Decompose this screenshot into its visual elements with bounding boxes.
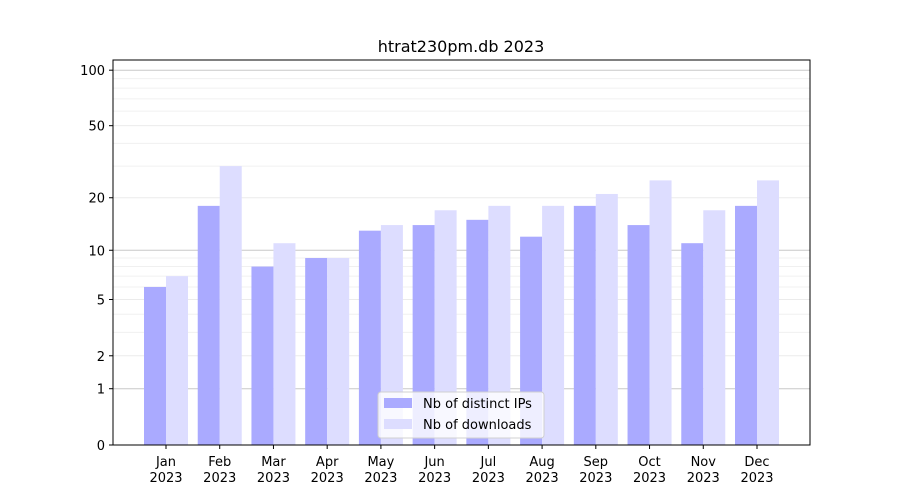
bar-distinct-ips bbox=[305, 258, 328, 445]
bar-downloads bbox=[488, 205, 511, 445]
y-tick-label: 50 bbox=[88, 120, 105, 135]
x-tick-label: Dec 2023 bbox=[740, 455, 773, 486]
bar-downloads bbox=[327, 258, 350, 445]
chart-title: htrat230pm.db 2023 bbox=[378, 37, 545, 56]
bar-downloads bbox=[434, 210, 457, 445]
x-tick-label: May 2023 bbox=[364, 455, 397, 486]
bar-downloads bbox=[757, 180, 779, 446]
bar-downloads bbox=[219, 166, 242, 445]
y-tick-label: 1 bbox=[97, 383, 105, 398]
bar-downloads bbox=[649, 180, 672, 446]
bar-downloads bbox=[166, 276, 188, 445]
legend-swatch bbox=[384, 398, 412, 408]
x-tick-label: Nov 2023 bbox=[687, 455, 720, 486]
x-tick-label: Sep 2023 bbox=[579, 455, 612, 486]
bar-distinct-ips bbox=[144, 286, 166, 445]
bar-distinct-ips bbox=[681, 243, 704, 445]
legend-label: Nb of distinct IPs bbox=[423, 397, 532, 412]
legend-box bbox=[377, 391, 545, 439]
legend-swatch bbox=[384, 419, 412, 429]
bar-distinct-ips bbox=[466, 219, 489, 445]
x-tick-label: Mar 2023 bbox=[257, 455, 290, 486]
legend: Nb of distinct IPs Nb of downloads bbox=[377, 391, 545, 439]
x-tick-label: Jun 2023 bbox=[418, 455, 451, 486]
bar-distinct-ips bbox=[197, 205, 220, 445]
y-tick-label: 100 bbox=[80, 64, 105, 79]
x-tick-label: Apr 2023 bbox=[311, 455, 344, 486]
x-tick-label: Jul 2023 bbox=[472, 455, 505, 486]
bar-downloads bbox=[703, 210, 726, 445]
bar-downloads bbox=[595, 193, 618, 445]
bar-distinct-ips bbox=[251, 266, 274, 445]
y-tick-label: 0 bbox=[97, 439, 105, 454]
legend-label: Nb of downloads bbox=[423, 418, 532, 433]
y-tick-label: 10 bbox=[88, 244, 105, 259]
bar-distinct-ips bbox=[358, 230, 381, 445]
bar-downloads bbox=[542, 205, 565, 445]
bar-downloads bbox=[273, 243, 296, 445]
bar-distinct-ips bbox=[412, 225, 435, 445]
y-tick-label: 20 bbox=[88, 192, 105, 207]
x-tick-label: Oct 2023 bbox=[633, 455, 666, 486]
x-tick-label: Jan 2023 bbox=[149, 455, 182, 486]
bar-distinct-ips bbox=[627, 225, 650, 445]
bar-downloads bbox=[380, 225, 403, 445]
plot-frame bbox=[112, 59, 811, 446]
y-tick-label: 2 bbox=[97, 350, 105, 365]
y-tick-label: 5 bbox=[97, 293, 105, 308]
x-tick-label: Feb 2023 bbox=[203, 455, 236, 486]
x-tick-label: Aug 2023 bbox=[526, 455, 559, 486]
bar-distinct-ips bbox=[573, 205, 596, 445]
bar-distinct-ips bbox=[735, 205, 757, 445]
